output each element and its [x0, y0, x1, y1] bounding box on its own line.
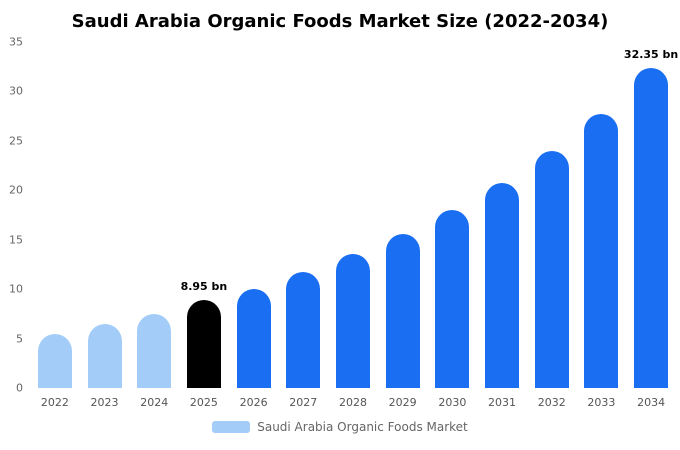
y-axis: 0 5 10 15 20 25 30 35	[0, 37, 30, 394]
bar-column-2024	[129, 42, 179, 388]
bar-2032	[534, 150, 569, 388]
bar-2034	[634, 68, 669, 388]
x-axis-label-2030: 2030	[438, 396, 467, 409]
bar-2024	[137, 313, 172, 388]
x-axis-label-2031: 2031	[488, 396, 517, 409]
y-axis-tick-label: 30	[9, 84, 23, 98]
bar-2029	[385, 233, 420, 388]
chart-title: Saudi Arabia Organic Foods Market Size (…	[71, 11, 609, 32]
x-axis-label-2026: 2026	[239, 396, 268, 409]
bar-column-2023	[80, 42, 130, 388]
y-axis-tick-label: 0	[16, 381, 23, 395]
bar-2033	[584, 114, 619, 388]
bar-column-2032	[527, 42, 577, 388]
legend-swatch	[212, 421, 251, 433]
y-axis-tick-label: 25	[9, 134, 23, 148]
y-axis-tick-label: 10	[9, 282, 23, 296]
x-axis-label-2028: 2028	[338, 396, 367, 409]
bar-column-2025: 8.95 bn	[179, 42, 229, 388]
bar-column-2022	[30, 42, 80, 388]
x-axis-label-2024: 2024	[140, 396, 169, 409]
plot-area: 8.95 bn 32.35 bn	[30, 42, 679, 388]
x-axis-label-2027: 2027	[289, 396, 318, 409]
bar-column-2026	[229, 42, 279, 388]
x-axis-label-2029: 2029	[388, 396, 417, 409]
bar-column-2027	[278, 42, 328, 388]
bar-column-2028	[328, 42, 378, 388]
bar-2026	[236, 289, 271, 388]
y-axis-tick-label: 35	[9, 35, 23, 49]
x-axis-label-2025: 2025	[189, 396, 218, 409]
y-axis-tick-label: 15	[9, 233, 23, 247]
y-axis-tick-label: 5	[16, 332, 23, 346]
bar-column-2033	[577, 42, 627, 388]
chart-area: 0 5 10 15 20 25 30 35 8.95 bn 32.35 bn	[0, 37, 680, 394]
y-axis-tick-label: 20	[9, 183, 23, 197]
bar-2023	[87, 323, 122, 388]
x-axis-label-2033: 2033	[587, 396, 616, 409]
x-axis-label-2023: 2023	[90, 396, 119, 409]
bar-2025	[186, 299, 221, 388]
bar-2028	[335, 253, 370, 388]
bar-2031	[485, 183, 520, 388]
bar-column-2031	[477, 42, 527, 388]
x-axis-label-2034: 2034	[637, 396, 666, 409]
bar-column-2034: 32.35 bn	[623, 42, 679, 388]
x-axis-label-2032: 2032	[537, 396, 566, 409]
bar-column-2029	[378, 42, 428, 388]
bar-2022	[37, 333, 72, 388]
data-label-2025: 8.95 bn	[180, 279, 228, 293]
bar-2027	[286, 272, 321, 388]
data-label-2034: 32.35 bn	[623, 48, 679, 62]
legend: Saudi Arabia Organic Foods Market	[0, 420, 680, 434]
bar-column-2030	[428, 42, 478, 388]
x-axis-label-2022: 2022	[40, 396, 69, 409]
bar-2030	[435, 210, 470, 388]
x-axis: 2022 2023 2024 2025 2026 2027 2028 2029 2030 2031…	[30, 388, 676, 409]
legend-label: Saudi Arabia Organic Foods Market	[257, 420, 468, 434]
